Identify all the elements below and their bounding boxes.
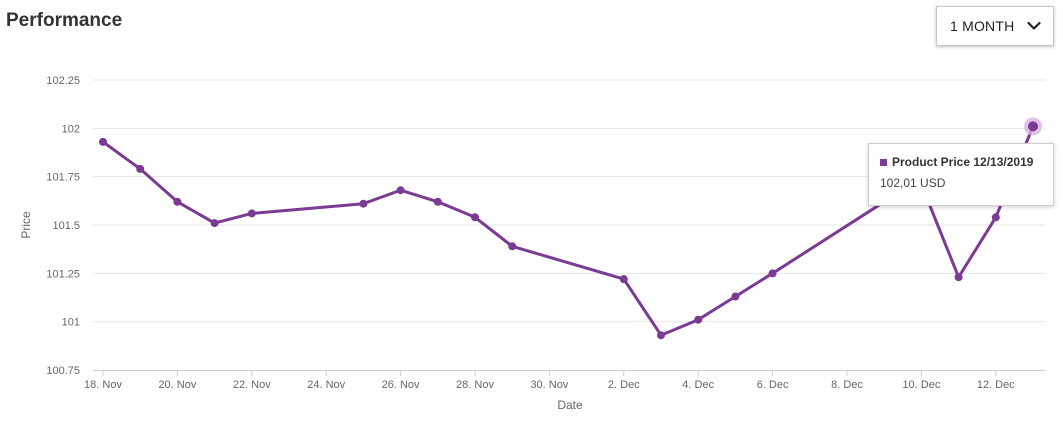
x-tick-label: 22. Nov — [233, 379, 271, 391]
tooltip-value: 102,01 USD — [880, 176, 946, 190]
y-axis: 100.75 101 101.25 101.5 101.75 102 102.25 — [46, 75, 80, 377]
page-title: Performance — [6, 10, 123, 31]
series-marker-icon — [880, 158, 887, 166]
data-point[interactable] — [99, 137, 107, 146]
data-point[interactable] — [396, 186, 405, 195]
tooltip-date: 12/13/2019 — [973, 155, 1034, 169]
y-tick-label: 101.75 — [46, 172, 80, 184]
data-point[interactable] — [433, 197, 442, 206]
tooltip-header: Product Price 12/13/2019 — [880, 155, 1043, 169]
data-point[interactable] — [136, 164, 145, 173]
data-point[interactable] — [508, 242, 517, 251]
data-point[interactable] — [954, 273, 963, 282]
data-point[interactable] — [694, 315, 703, 324]
data-point[interactable] — [210, 219, 219, 228]
data-point[interactable] — [173, 197, 182, 206]
data-point[interactable] — [731, 292, 740, 301]
x-axis-ticks: 18. Nov 20. Nov 22. Nov 24. Nov 26. Nov 28. N… — [84, 370, 1015, 391]
x-tick-label: 18. Nov — [84, 379, 122, 391]
x-tick-label: 28. Nov — [456, 379, 494, 391]
y-tick-label: 102.25 — [46, 75, 80, 87]
chevron-down-icon — [1027, 21, 1041, 30]
x-tick-label: 24. Nov — [307, 379, 345, 391]
x-tick-label: 30. Nov — [530, 379, 568, 391]
data-point[interactable] — [359, 199, 368, 208]
y-tick-label: 102 — [62, 123, 80, 135]
y-tick-label: 101.5 — [52, 220, 80, 232]
data-point[interactable] — [768, 269, 777, 278]
data-point[interactable] — [619, 275, 628, 284]
y-tick-label: 100.75 — [46, 365, 80, 377]
y-axis-title: Price — [19, 211, 33, 239]
data-tooltip: Product Price 12/13/2019 102,01 USD — [868, 143, 1054, 206]
x-tick-label: 8. Dec — [831, 379, 863, 391]
x-tick-label: 2. Dec — [608, 379, 640, 391]
data-point[interactable] — [657, 331, 665, 340]
x-tick-label: 20. Nov — [158, 379, 196, 391]
x-axis-title: Date — [557, 398, 583, 412]
x-tick-label: 6. Dec — [757, 379, 789, 391]
data-point[interactable] — [247, 209, 256, 218]
highlighted-data-point[interactable] — [1028, 121, 1038, 132]
x-tick-label: 12. Dec — [977, 379, 1015, 391]
y-tick-label: 101.25 — [46, 268, 80, 280]
data-point[interactable] — [991, 213, 1000, 222]
time-range-label: 1 MONTH — [950, 18, 1015, 34]
x-tick-label: 10. Dec — [902, 379, 940, 391]
y-tick-label: 101 — [62, 317, 80, 329]
x-tick-label: 26. Nov — [382, 379, 420, 391]
time-range-dropdown[interactable]: 1 MONTH — [936, 6, 1054, 46]
tooltip-series-name: Product Price — [892, 155, 971, 169]
x-tick-label: 4. Dec — [682, 379, 714, 391]
data-point[interactable] — [471, 213, 479, 222]
